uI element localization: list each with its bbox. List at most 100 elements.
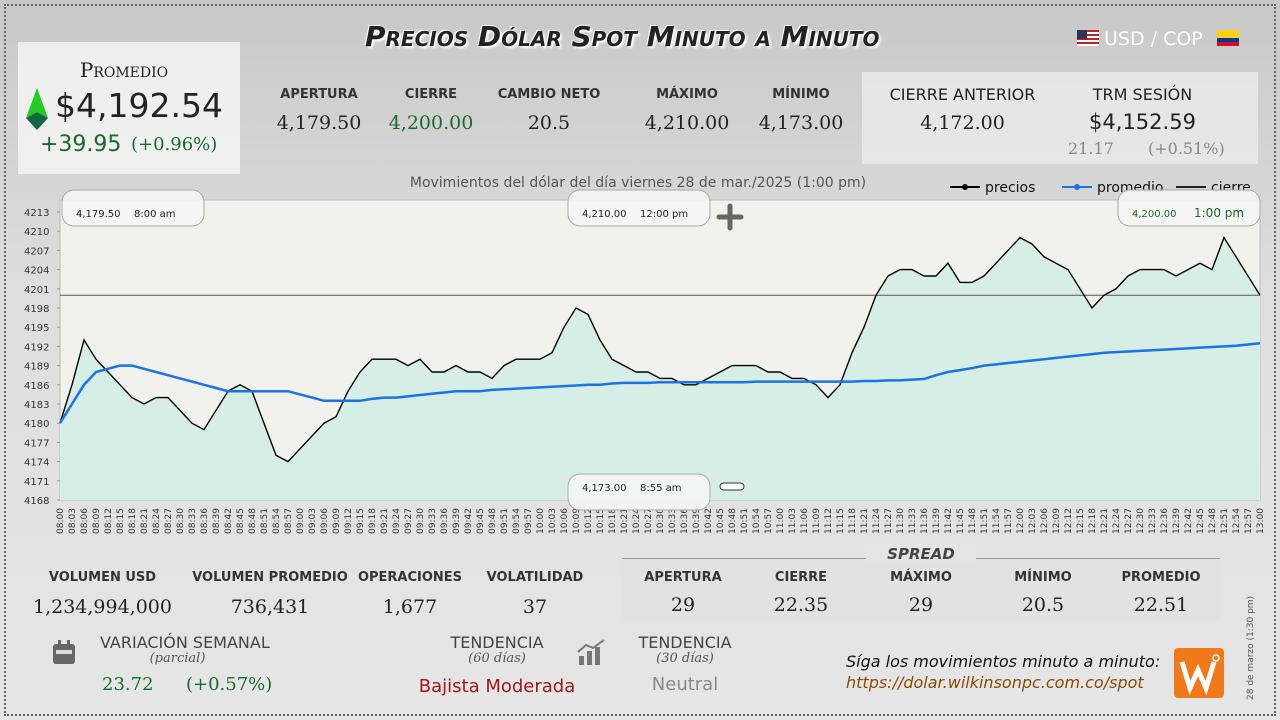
x-tick-label: 10:06	[560, 508, 570, 534]
x-tick-label: 09:27	[404, 508, 414, 534]
weekly-change-pct: (+0.57%)	[186, 674, 273, 695]
y-tick-label: 4177	[24, 438, 49, 449]
x-tick-label: 09:15	[356, 508, 366, 534]
x-tick-label: 10:27	[644, 508, 654, 534]
x-tick-label: 12:36	[1160, 508, 1170, 534]
x-tick-label: 09:33	[428, 508, 438, 534]
x-tick-label: 12:51	[1220, 508, 1230, 534]
y-tick-label: 4192	[24, 342, 49, 353]
x-tick-label: 08:51	[260, 508, 270, 534]
x-tick-label: 08:48	[248, 508, 258, 534]
chart-title: Movimientos del dólar del día viernes 28…	[410, 175, 866, 191]
x-tick-label: 09:06	[320, 508, 330, 534]
x-tick-label: 08:39	[212, 508, 222, 534]
session-label: CIERRE	[404, 87, 458, 102]
y-tick-label: 4213	[24, 208, 49, 219]
trend60-label: TENDENCIA	[450, 633, 544, 652]
x-tick-label: 11:21	[860, 508, 870, 534]
volume-value: 37	[522, 596, 548, 618]
x-tick-label: 09:21	[380, 508, 390, 534]
crosshair-icon	[716, 203, 744, 231]
session-value: 4,179.50	[276, 112, 362, 134]
x-tick-label: 12:18	[1088, 508, 1098, 534]
trend60-note: (60 días)	[468, 651, 526, 666]
prev-box	[862, 72, 1258, 164]
x-tick-label: 12:42	[1184, 508, 1194, 534]
x-tick-label: 10:00	[536, 508, 546, 534]
x-tick-label: 12:24	[1112, 508, 1122, 534]
x-tick-label: 11:36	[920, 508, 930, 534]
x-tick-label: 12:06	[1040, 508, 1050, 534]
y-tick-label: 4186	[24, 381, 49, 392]
x-tick-label: 09:48	[488, 508, 498, 534]
footer-text: Síga los movimientos minuto a minuto:	[846, 652, 1161, 671]
y-tick-label: 4180	[24, 419, 49, 430]
spread-label: PROMEDIO	[1121, 570, 1201, 585]
spread-value: 29	[670, 594, 696, 616]
volume-label: VOLATILIDAD	[486, 570, 584, 585]
trend30-value: Neutral	[651, 674, 719, 695]
x-tick-label: 11:24	[872, 508, 882, 534]
title: Precios Dólar Spot Minuto a Minuto	[365, 20, 880, 53]
x-tick-label: 11:18	[848, 508, 858, 534]
x-tick-label: 09:36	[440, 508, 450, 534]
x-tick-label: 12:54	[1232, 508, 1242, 534]
spread-label: MÁXIMO	[890, 570, 952, 585]
weekly-note: (parcial)	[149, 651, 206, 666]
x-tick-label: 11:57	[1004, 508, 1014, 534]
trend30-label: TENDENCIA	[638, 633, 732, 652]
weekly-label: VARIACIÓN SEMANAL	[100, 633, 270, 652]
x-tick-label: 12:45	[1196, 508, 1206, 534]
x-tick-label: 09:42	[464, 508, 474, 534]
x-tick-label: 08:12	[104, 508, 114, 534]
footer-url[interactable]: https://dolar.wilkinsonpc.com.co/spot	[846, 673, 1144, 692]
y-tick-label: 4198	[24, 304, 49, 315]
volume-value: 736,431	[230, 596, 310, 618]
annotation-price: 4,200.00	[1132, 209, 1177, 220]
annotation-box	[567, 473, 711, 511]
session-label: MÍNIMO	[772, 87, 830, 102]
x-tick-label: 11:03	[788, 508, 798, 534]
volume-label: OPERACIONES	[357, 570, 463, 585]
pill-icon	[719, 482, 745, 491]
x-tick-label: 09:18	[368, 508, 378, 534]
x-tick-label: 09:45	[476, 508, 486, 534]
x-tick-label: 08:42	[224, 508, 234, 534]
annotation-time: 12:00 pm	[640, 209, 688, 220]
x-tick-label: 08:30	[176, 508, 186, 534]
legend-dot	[962, 184, 968, 190]
x-tick-label: 11:15	[836, 508, 846, 534]
x-tick-label: 10:45	[716, 508, 726, 534]
x-tick-label: 11:30	[896, 508, 906, 534]
session-value: 20.5	[527, 112, 571, 134]
x-tick-label: 08:09	[92, 508, 102, 534]
y-tick-label: 4174	[24, 458, 49, 469]
spread-label: MÍNIMO	[1014, 570, 1072, 585]
x-tick-label: 11:54	[992, 508, 1002, 534]
price-area	[60, 237, 1260, 500]
spread-value: 22.51	[1133, 594, 1189, 616]
flag-us	[1077, 30, 1099, 46]
logo	[1174, 648, 1224, 698]
x-tick-label: 10:24	[632, 508, 642, 534]
x-tick-label: 10:21	[620, 508, 630, 534]
x-tick-label: 08:24	[152, 508, 162, 534]
x-tick-label: 11:09	[812, 508, 822, 534]
trm-change-pct: (+0.51%)	[1148, 139, 1225, 158]
x-tick-label: 09:03	[308, 508, 318, 534]
x-tick-label: 12:00	[1016, 508, 1026, 534]
y-tick-label: 4171	[24, 477, 49, 488]
x-tick-label: 08:03	[68, 508, 78, 534]
x-tick-label: 11:51	[980, 508, 990, 534]
calendar-icon	[53, 640, 75, 664]
legend-label: precios	[985, 180, 1035, 196]
y-tick-label: 4195	[24, 323, 49, 334]
x-tick-label: 12:12	[1064, 508, 1074, 534]
x-tick-label: 10:54	[752, 508, 762, 534]
stamp: 28 de marzo (1:30 pm)	[1246, 595, 1256, 700]
x-tick-label: 10:57	[764, 508, 774, 534]
x-tick-label: 08:54	[272, 508, 282, 534]
annotation-price: 4,173.00	[582, 483, 627, 494]
session-value: 4,173.00	[758, 112, 844, 134]
